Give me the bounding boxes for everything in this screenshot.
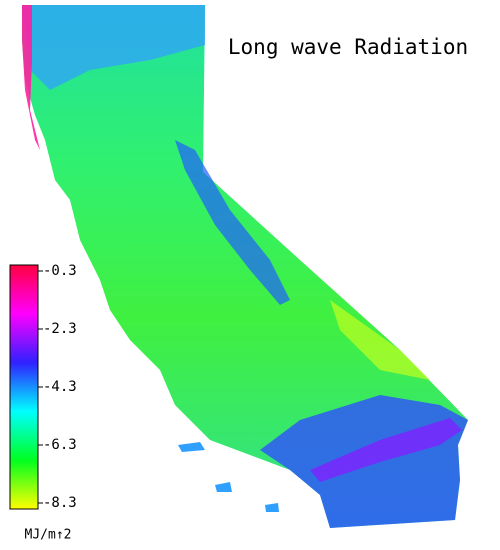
colorbar: -0.3 -2.3 -4.3 -6.3 -8.3 bbox=[9, 263, 77, 511]
colorbar-unit: MJ/m↑2 bbox=[25, 528, 72, 543]
island bbox=[265, 503, 279, 512]
colorbar-tick-label: -2.3 bbox=[43, 321, 77, 337]
coast-warm-strip bbox=[22, 5, 40, 150]
land bbox=[22, 5, 468, 528]
sierra-ridge bbox=[175, 140, 290, 305]
colorbar-tick-label: -8.3 bbox=[43, 495, 77, 511]
south-warm-band bbox=[310, 418, 462, 482]
island bbox=[178, 442, 205, 452]
map-title: Long wave Radiation bbox=[228, 35, 468, 59]
colorbar-tick-label: -6.3 bbox=[43, 437, 77, 453]
colorbar-tick-label: -0.3 bbox=[43, 263, 77, 279]
colorbar-tick-label: -4.3 bbox=[43, 379, 77, 395]
colorbar-ramp bbox=[9, 264, 39, 510]
north-cool-zone bbox=[22, 5, 205, 90]
southeast-yellow bbox=[330, 300, 430, 380]
island bbox=[215, 482, 232, 492]
california-map bbox=[22, 5, 468, 528]
